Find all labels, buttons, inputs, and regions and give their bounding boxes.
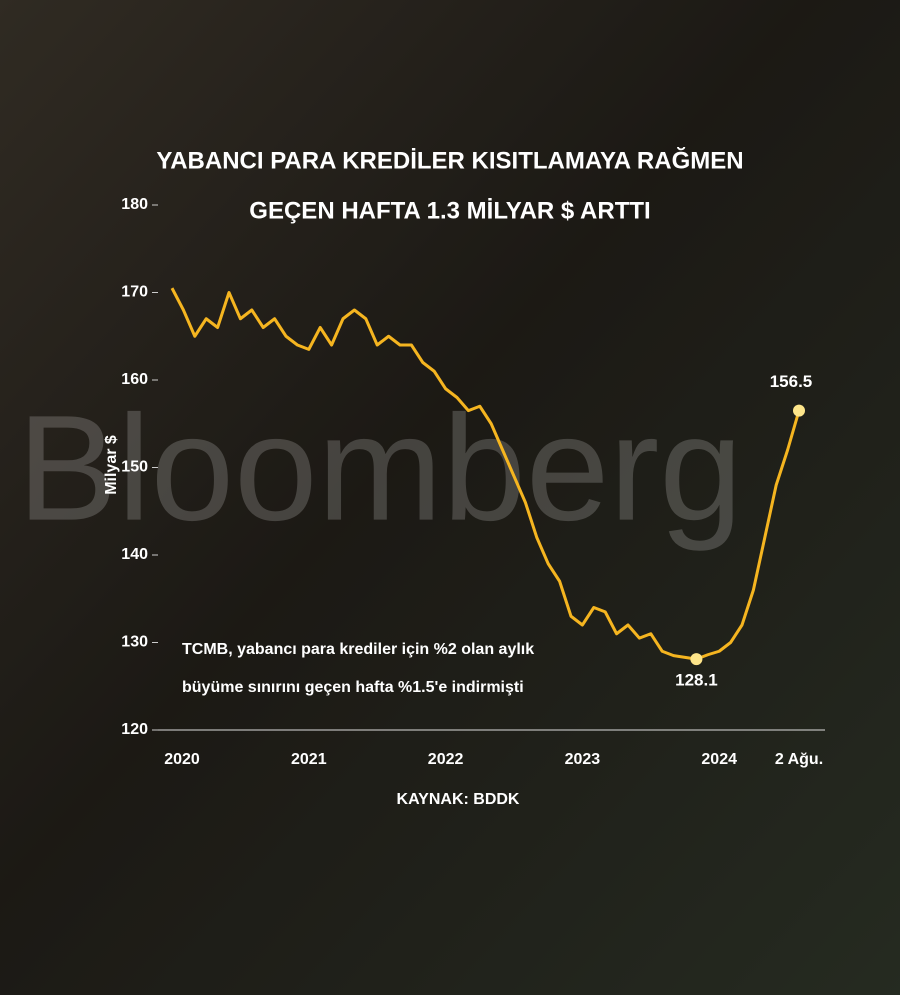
chart-title: GEÇEN HAFTA 1.3 MİLYAR $ ARTTI	[249, 197, 650, 224]
data-label: 156.5	[770, 372, 813, 391]
y-tick-label: 160	[121, 371, 148, 388]
annotation: büyüme sınırını geçen hafta %1.5'e indir…	[182, 679, 524, 696]
data-label: 128.1	[675, 671, 718, 690]
x-tick-label: 2024	[701, 751, 737, 768]
watermark: Bloomberg	[17, 384, 742, 552]
annotation: TCMB, yabancı para krediler için %2 olan…	[182, 641, 534, 658]
y-tick-label: 170	[121, 284, 148, 301]
y-tick-label: 140	[121, 546, 148, 563]
y-tick-label: 150	[121, 459, 148, 476]
x-tick-label: 2023	[565, 751, 601, 768]
y-tick-label: 130	[121, 634, 148, 651]
x-tick-label: 2022	[428, 751, 464, 768]
chart-title: YABANCI PARA KREDİLER KISITLAMAYA RAĞMEN	[156, 146, 743, 174]
x-tick-label: 2020	[164, 751, 200, 768]
point-marker	[690, 653, 703, 666]
x-tick-label: 2021	[291, 751, 327, 768]
y-tick-label: 120	[121, 721, 148, 738]
point-marker	[793, 404, 805, 417]
y-tick-label: 180	[121, 196, 148, 213]
x-tick-label: 2 Ağu.	[775, 751, 823, 768]
source: KAYNAK: BDDK	[397, 791, 520, 808]
y-axis-label: Milyar $	[103, 435, 120, 495]
